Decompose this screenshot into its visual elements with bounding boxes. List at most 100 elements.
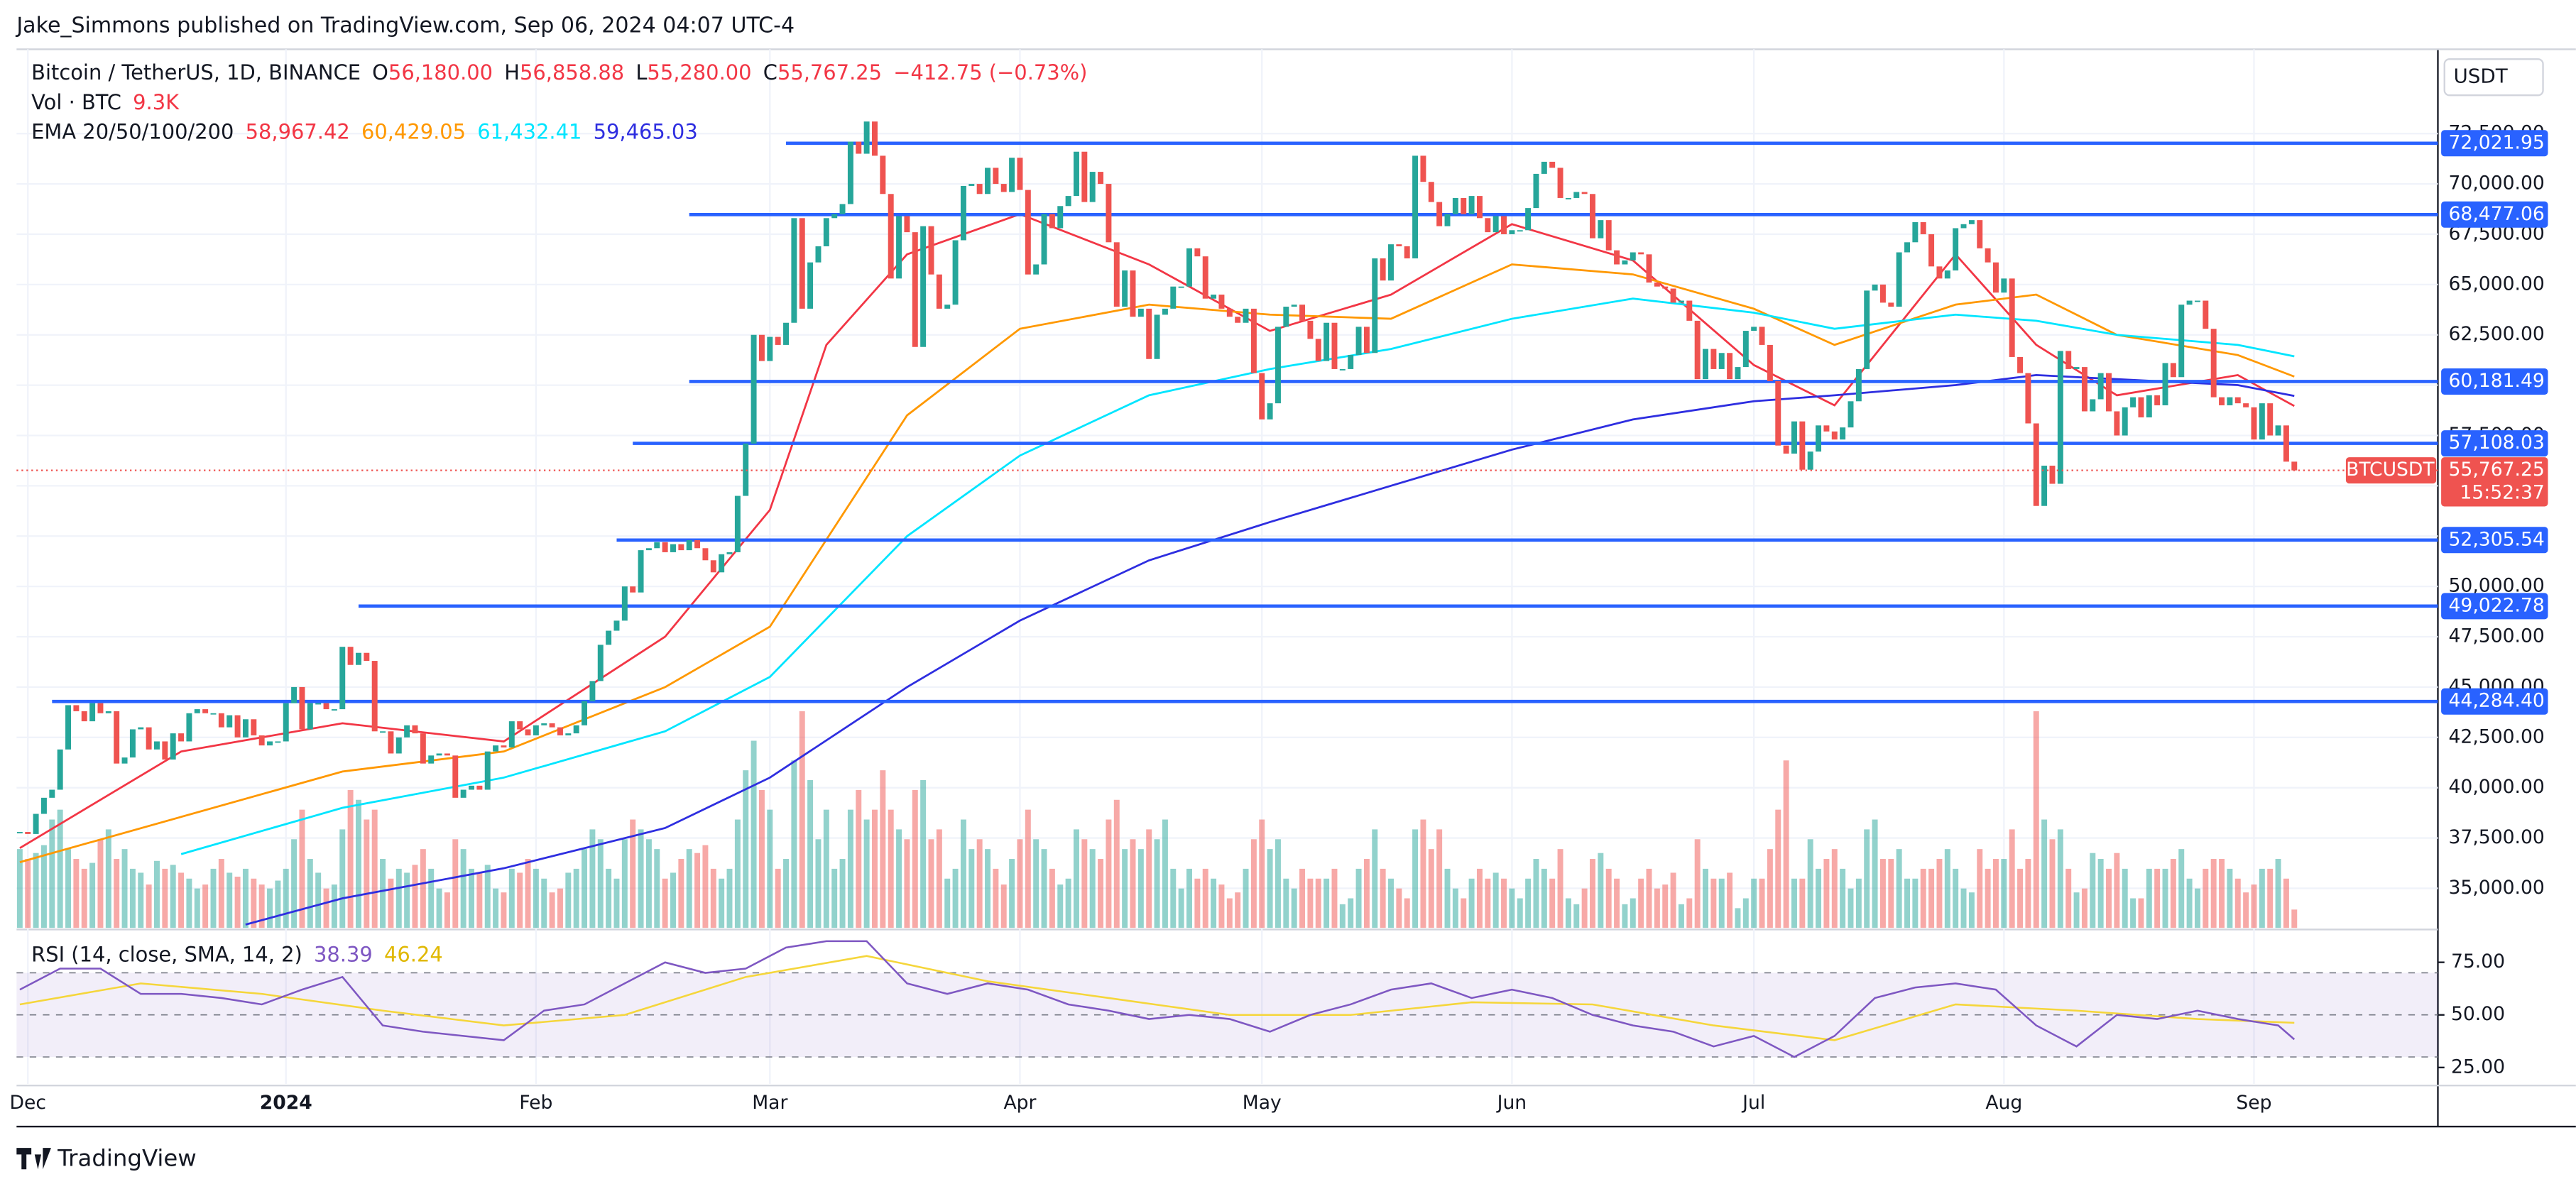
volume-bar [420, 849, 426, 928]
volume-bar [1065, 878, 1071, 928]
volume-bar [25, 859, 31, 928]
volume-bar [2081, 888, 2087, 928]
ema-line [245, 374, 2295, 926]
candle [1992, 262, 1999, 293]
candle [2065, 351, 2072, 369]
candle [1605, 220, 1612, 251]
volume-bar [960, 819, 966, 928]
volume-bar [1057, 884, 1064, 928]
volume-bar [1896, 849, 1902, 928]
candle [807, 262, 814, 309]
volume-bar [469, 868, 474, 928]
candle [1122, 270, 1128, 307]
volume-bar [2251, 884, 2257, 928]
volume-bar [1380, 868, 1386, 928]
volume-bar [484, 865, 491, 928]
candle [251, 719, 257, 735]
volume-bar [1452, 888, 1458, 928]
volume-bar [1461, 898, 1467, 928]
volume-bar [1073, 829, 1079, 928]
legend-item: 38.39 [314, 942, 373, 966]
candle [1049, 214, 1055, 229]
volume-bar [234, 876, 241, 928]
candle [1751, 327, 1757, 332]
volume-bar [904, 839, 910, 928]
volume-bar [1081, 839, 1088, 928]
volume-bar [1122, 849, 1128, 928]
volume-bar [170, 865, 176, 928]
volume-bar [1767, 849, 1773, 928]
volume-bar [186, 878, 192, 928]
brand[interactable]: TradingView [57, 1144, 197, 1171]
candle [404, 725, 410, 738]
candle [968, 184, 975, 186]
volume-bar [993, 868, 999, 928]
candle [944, 305, 951, 309]
candle [1017, 158, 1023, 190]
y-tick-label: 35,000.00 [2448, 877, 2544, 899]
candle [1162, 308, 1168, 315]
candle [452, 755, 459, 798]
level-label: 44,284.40 [2448, 690, 2544, 712]
volume-bar [1146, 829, 1152, 928]
volume-bar [65, 849, 72, 928]
candle [1953, 228, 1959, 271]
volume-bar [1904, 878, 1910, 928]
candle [218, 713, 224, 728]
volume-bar [1041, 849, 1047, 928]
candle [1283, 307, 1289, 327]
candle [888, 194, 894, 279]
y-tick-label: 37,500.00 [2448, 826, 2544, 848]
legend-item: Vol · BTC [31, 90, 121, 114]
legend-item: 46.24 [384, 942, 443, 966]
candle [1541, 161, 1547, 174]
candle [1065, 196, 1071, 207]
candle [1807, 451, 1813, 470]
volume-bar [1444, 868, 1451, 928]
candle [2243, 403, 2249, 407]
candle [1339, 368, 1346, 371]
candle [2251, 407, 2257, 440]
volume-bar [912, 789, 918, 928]
volume-bar [1186, 868, 1192, 928]
candle [1259, 373, 1265, 420]
currency[interactable]: USDT [2454, 65, 2509, 88]
candle [154, 741, 160, 750]
volume-bar [1823, 859, 1830, 928]
volume-bar [1154, 839, 1160, 928]
candle [178, 733, 185, 742]
volume-bar [1098, 859, 1104, 928]
volume-bar [1315, 878, 1321, 928]
currency-box[interactable] [2443, 58, 2544, 97]
candle [121, 757, 128, 764]
candle [2090, 399, 2096, 412]
x-tick-label: Jun [1496, 1092, 1527, 1114]
volume-bar [2259, 868, 2265, 928]
candle [2138, 397, 2144, 417]
candle [2081, 367, 2087, 412]
candle [1073, 151, 1079, 197]
volume-bar [517, 872, 523, 928]
volume-bar [251, 878, 257, 928]
candle [162, 741, 168, 760]
candle [49, 789, 55, 798]
volume-bar [202, 884, 209, 928]
candle [1113, 242, 1120, 307]
volume-bar [1162, 819, 1168, 928]
candle [323, 703, 329, 710]
volume-bar [162, 868, 168, 928]
volume-bar [460, 849, 466, 928]
volume-bar [589, 829, 596, 928]
candle [952, 240, 959, 305]
countdown: 15:52:37 [2460, 482, 2544, 504]
rsi-tick-label: 50.00 [2451, 1003, 2505, 1025]
volume-bar [2025, 859, 2031, 928]
volume-bar [1920, 868, 1926, 928]
volume-bar [49, 819, 55, 928]
candle [2194, 300, 2200, 302]
brand-logo[interactable]: TradingView [16, 1144, 197, 1171]
candle [613, 620, 620, 631]
candle [799, 218, 805, 309]
volume-bar [1864, 829, 1870, 928]
